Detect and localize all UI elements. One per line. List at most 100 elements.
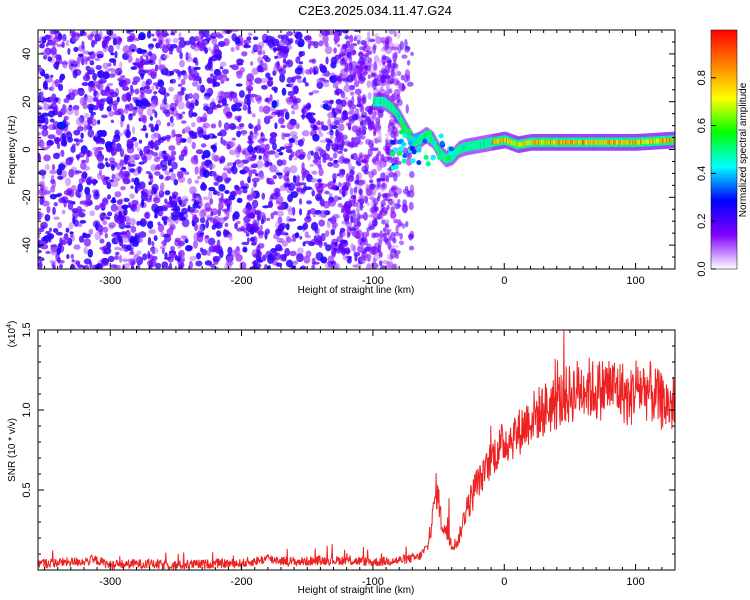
spectrogram-cell — [71, 37, 78, 43]
spectrogram-cell — [118, 132, 123, 137]
spectrogram-cell — [334, 241, 338, 247]
spectrogram-cell — [334, 37, 340, 42]
spectrogram-cell — [54, 54, 61, 60]
spectrogram-cell — [174, 205, 181, 214]
spectrogram-cell — [395, 80, 401, 86]
spectrogram-cell — [38, 169, 47, 176]
spectrogram-cell — [377, 248, 381, 253]
colorbar-tick-label: 0.0 — [696, 261, 708, 276]
spectrogram-cell — [60, 196, 69, 203]
spectrogram-cell — [243, 215, 251, 223]
spectrogram-cell — [345, 206, 352, 216]
spectrogram-cell — [306, 151, 311, 161]
spectrogram-cell — [155, 30, 161, 37]
spectrogram-cell — [207, 77, 214, 84]
spectrogram-cell — [144, 88, 153, 94]
spectrogram-cell — [52, 265, 56, 269]
spectrogram-cell — [56, 175, 64, 180]
spectrogram-cell — [230, 47, 235, 52]
spectrogram-cell — [186, 52, 192, 59]
spectrogram-cell — [50, 244, 58, 248]
spectrogram-cell — [85, 177, 93, 186]
spectrogram-cell — [410, 51, 414, 56]
spectrogram-cell — [158, 58, 162, 66]
spectrogram-cell — [260, 138, 268, 142]
spectrogram-cell — [196, 126, 203, 134]
spectrogram-cell — [123, 107, 129, 114]
spectrogram-cell — [270, 112, 276, 118]
spectrogram-cell — [104, 157, 108, 162]
spectrogram-cell — [138, 161, 145, 165]
spectrogram-cell — [154, 123, 159, 132]
spectrogram-cell — [402, 204, 408, 214]
spectrogram-cell — [46, 35, 51, 39]
spectrogram-cell — [57, 221, 63, 229]
spectrogram-cell — [135, 57, 140, 65]
spectrogram-cell — [191, 141, 196, 150]
spectrogram-cell — [224, 222, 229, 228]
spectrogram-cell — [326, 139, 333, 144]
spectrogram-cell — [52, 44, 56, 53]
snr-line — [38, 330, 675, 570]
spectrogram-cell — [47, 110, 55, 118]
spectrogram-cell — [257, 259, 264, 263]
spectrogram-cell — [351, 166, 356, 170]
spectrogram-cell — [367, 74, 371, 79]
spectrogram-cell — [206, 249, 211, 256]
spectrogram-cell — [319, 139, 327, 143]
spectrogram-cell — [448, 146, 454, 152]
spectrogram-cell — [294, 232, 300, 238]
spectrogram-cell — [393, 202, 401, 210]
spectrogram-cell — [92, 189, 100, 194]
spectrogram-cell — [177, 212, 184, 218]
spectrogram-cell — [39, 42, 45, 49]
spectrogram-cell — [199, 247, 204, 253]
spectrogram-cell — [310, 150, 314, 156]
spectrogram-cell — [335, 86, 339, 96]
spectrogram-cell — [285, 148, 293, 154]
spectrogram-cell — [353, 115, 358, 121]
bottom-y-tick-label: 1.5 — [21, 322, 33, 337]
spectrogram-cell — [307, 115, 315, 121]
spectrogram-cell — [337, 202, 343, 208]
spectrogram-cell — [267, 255, 274, 265]
spectrogram-cell — [375, 117, 381, 124]
spectrogram-cell — [78, 138, 84, 143]
spectrogram-cell — [83, 258, 92, 265]
spectrogram-cell — [107, 255, 115, 263]
spectrogram-cell — [252, 163, 258, 167]
spectrogram-cell — [120, 114, 125, 122]
spectrogram-cell — [410, 158, 416, 164]
spectrogram-cell — [201, 154, 206, 160]
spectrogram-cell — [362, 70, 368, 76]
spectrogram-cell — [61, 209, 66, 215]
spectrogram-cell — [252, 259, 258, 267]
spectrogram-cell — [397, 219, 402, 228]
spectrogram-cell — [92, 178, 97, 186]
spectrogram-cell — [183, 72, 188, 80]
spectrogram-cell — [372, 44, 376, 55]
spectrogram-cell — [85, 193, 92, 201]
spectrogram-cell — [236, 220, 241, 225]
spectrogram-cell — [177, 101, 185, 110]
spectrogram-cell — [311, 264, 316, 269]
spectrogram-cell — [313, 158, 322, 166]
spectrogram-cell — [265, 72, 271, 79]
spectrogram-cell — [334, 116, 341, 124]
spectrogram-cell — [84, 186, 91, 196]
spectrogram-cell — [245, 232, 250, 237]
spectrogram-cell — [204, 202, 211, 211]
spectrogram-cell — [311, 90, 320, 94]
spectrogram-cell — [115, 251, 120, 256]
spectrogram-cell — [284, 111, 290, 120]
spectrogram-cell — [41, 36, 47, 44]
spectrogram-cell — [135, 99, 140, 107]
spectrogram-cell — [242, 188, 248, 194]
spectrogram-cell — [333, 159, 339, 164]
spectrogram-cell — [160, 64, 166, 71]
spectrogram-cell — [164, 190, 171, 196]
spectrogram-cell — [121, 166, 127, 170]
spectrogram-cell — [251, 206, 257, 215]
spectrogram-cell — [119, 61, 123, 70]
spectrogram-cell — [110, 91, 118, 98]
